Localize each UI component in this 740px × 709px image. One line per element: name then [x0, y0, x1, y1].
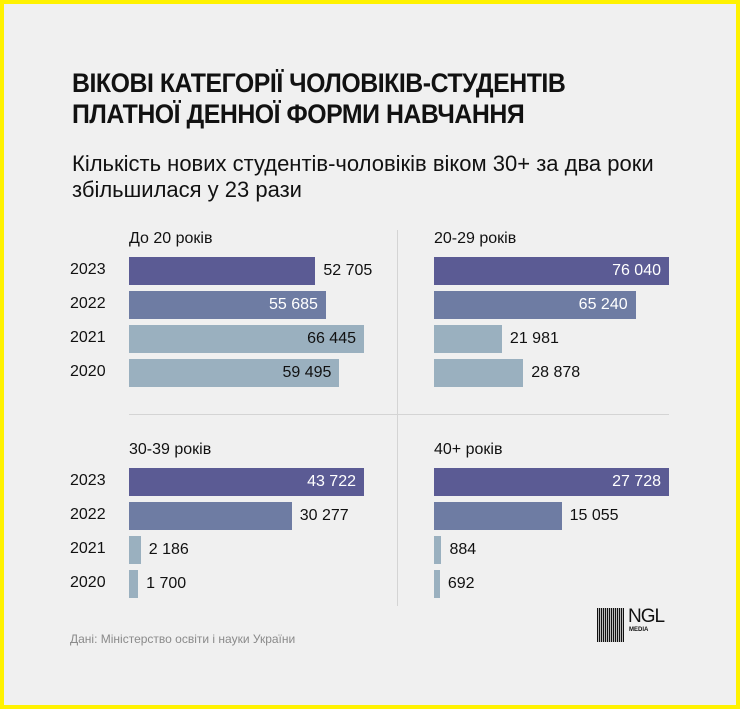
bar-value-label: 52 705 — [323, 262, 373, 279]
year-label: 2023 — [70, 261, 106, 278]
bar-2020 — [129, 570, 139, 598]
bar-2023 — [434, 468, 669, 496]
bar-value-label: 65 240 — [578, 296, 628, 313]
bar-2022 — [434, 291, 636, 319]
bar-2021 — [434, 536, 442, 564]
bar-value-label: 30 277 — [299, 507, 349, 524]
bar-2022 — [129, 291, 326, 319]
bar-value-label: 15 055 — [569, 507, 619, 524]
chart-title: ВІКОВІ КАТЕГОРІЇ ЧОЛОВІКІВ-СТУДЕНТІВ ПЛА… — [72, 68, 566, 129]
bar-value-label: 28 878 — [531, 364, 581, 381]
logo-subtext: MEDIA — [629, 627, 649, 633]
bar-2021 — [434, 325, 502, 353]
bar-value-label: 27 728 — [612, 473, 661, 490]
bar-2023 — [129, 468, 364, 496]
year-label: 2020 — [70, 574, 106, 591]
bar-2022 — [129, 502, 292, 530]
bar-2023 — [434, 257, 669, 285]
bar-2023 — [129, 257, 316, 285]
chart-subtitle: Кількість нових студентів-чоловіків віко… — [72, 151, 654, 202]
bar-2022 — [434, 502, 562, 530]
horizontal-divider — [129, 414, 669, 415]
year-label: 2022 — [70, 506, 106, 523]
bar-value-label: 1 700 — [146, 575, 187, 592]
bar-2020 — [129, 359, 340, 387]
logo-mark-icon — [597, 608, 624, 642]
bar-2021 — [129, 536, 141, 564]
bar-value-label: 66 445 — [307, 330, 356, 347]
bar-value-label: 43 722 — [307, 473, 356, 490]
bar-value-label: 2 186 — [148, 541, 189, 558]
bar-2020 — [434, 570, 440, 598]
bar-value-label: 21 981 — [509, 330, 559, 347]
year-label: 2021 — [70, 540, 106, 557]
panel-title: 30-39 років — [129, 441, 212, 458]
bar-2020 — [434, 359, 524, 387]
bar-value-label: 59 495 — [282, 364, 332, 381]
logo-text: NGL — [628, 606, 665, 627]
bar-value-label: 55 685 — [269, 296, 318, 313]
vertical-divider — [397, 230, 398, 606]
year-label: 2020 — [70, 363, 106, 380]
bar-value-label: 884 — [449, 541, 477, 558]
source-note: Дані: Міністерство освіти і науки Україн… — [70, 632, 296, 646]
infographic: ВІКОВІ КАТЕГОРІЇ ЧОЛОВІКІВ-СТУДЕНТІВ ПЛА… — [4, 4, 736, 705]
bar-value-label: 76 040 — [612, 262, 661, 279]
bar-2021 — [129, 325, 364, 353]
panel-title: 40+ років — [434, 441, 503, 458]
panel-title: 20-29 років — [434, 230, 517, 247]
bar-value-label: 692 — [447, 575, 475, 592]
year-label: 2022 — [70, 295, 106, 312]
year-label: 2023 — [70, 472, 106, 489]
panel-title: До 20 років — [129, 230, 213, 247]
year-label: 2021 — [70, 329, 106, 346]
